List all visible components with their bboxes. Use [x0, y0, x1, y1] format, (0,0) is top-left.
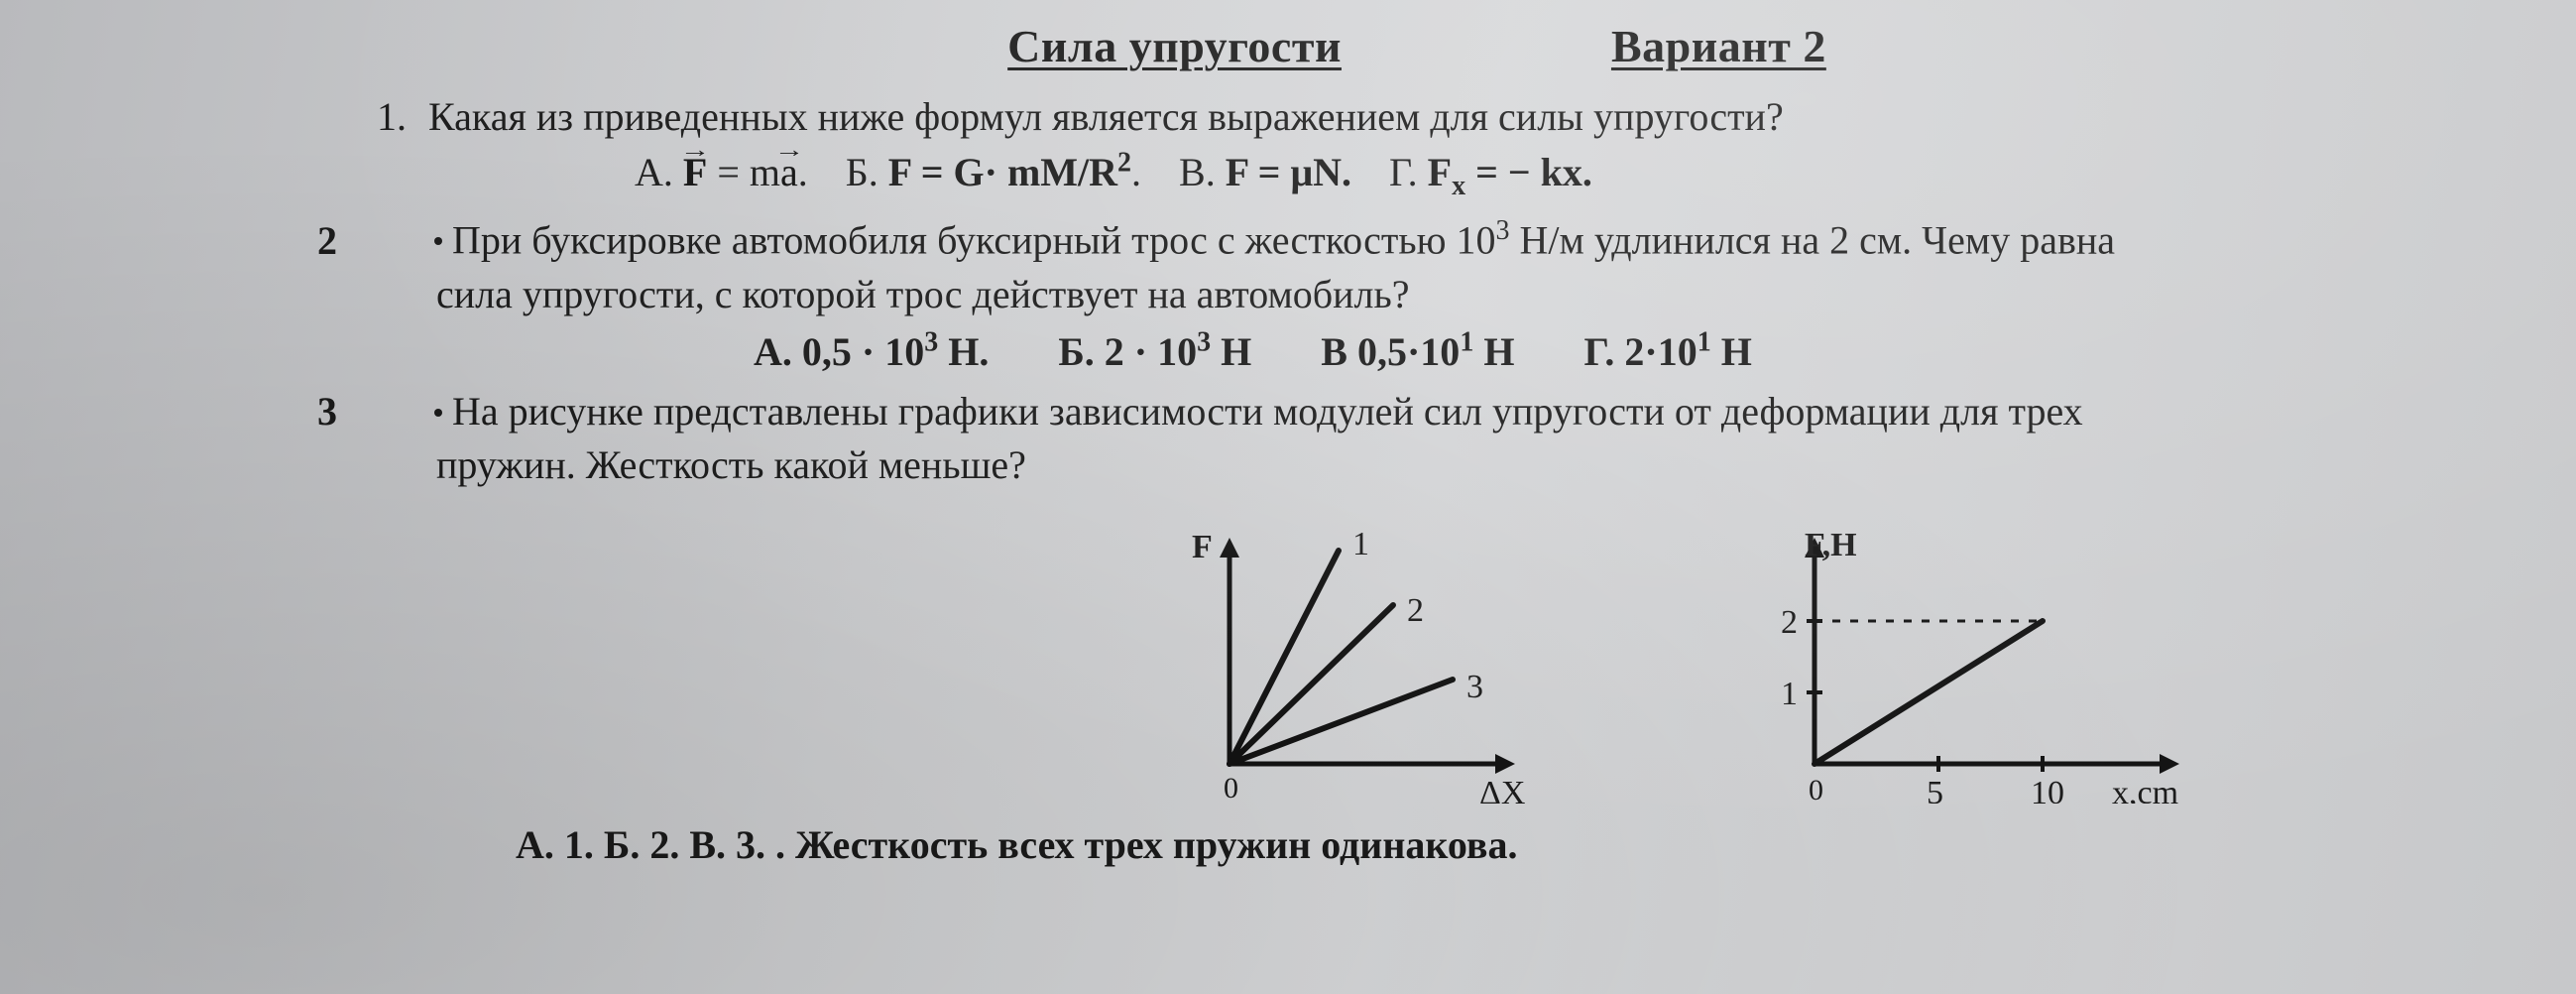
svg-text:3: 3 — [1466, 669, 1483, 705]
svg-text:1: 1 — [1781, 676, 1798, 712]
worksheet-page: Сила упругости Вариант 2 1.Какая из прив… — [0, 0, 2576, 994]
svg-text:F: F — [1192, 529, 1213, 565]
q1-text: Какая из приведенных ниже формул являетс… — [428, 94, 1784, 139]
q3-line1: На рисунке представлены графики зависимо… — [452, 389, 2083, 434]
q2-line1b: Н/м удлинился на 2 см. Чему равна — [1510, 218, 2116, 263]
svg-text:x,cm: x,cm — [2112, 775, 2178, 804]
q1-number: 1. — [377, 90, 428, 144]
q2-opt-a: А. 0,5 · 103 Н. — [754, 329, 989, 374]
svg-text:10: 10 — [2031, 775, 2064, 804]
svg-text:2: 2 — [1407, 592, 1424, 629]
svg-text:F,H: F,H — [1805, 527, 1857, 563]
question-1: 1.Какая из приведенных ниже формул являе… — [377, 90, 2457, 144]
q3-line2: пружин. Жесткость какой меньше? — [436, 442, 1026, 487]
title-right: Вариант 2 — [1611, 21, 1826, 71]
question-2: 2 При буксировке автомобиля буксирный тро… — [377, 212, 2457, 320]
q2-line1a: При буксировке автомобиля буксирный трос… — [452, 218, 1496, 263]
chart-right: F,H x,cm 0 1 2 5 10 — [1745, 526, 2201, 804]
q2-line2: сила упругости, с которой трос действует… — [436, 272, 1410, 316]
title-left: Сила упругости — [1007, 21, 1342, 71]
question-3: 3 На рисунке представлены графики зависим… — [377, 385, 2457, 492]
svg-text:0: 0 — [1224, 772, 1238, 804]
q2-opt-v: В 0,5·101 Н — [1321, 329, 1514, 374]
q3-answers: А. 1. Б. 2. В. 3. . Жесткость всех трех … — [516, 821, 2457, 868]
chart-left: F ΔX 0 1 2 3 — [1170, 526, 1527, 804]
q2-opt-b: Б. 2 · 103 Н — [1058, 329, 1251, 374]
svg-text:2: 2 — [1781, 604, 1798, 641]
q2-opt-g: Г. 2·101 Н — [1583, 329, 1751, 374]
q1-options: А. F = ma. Б. F = G· mM/R2. В. F = μN. Г… — [635, 148, 2457, 202]
q2-options: А. 0,5 · 103 Н. Б. 2 · 103 Н В 0,5·101 Н… — [754, 327, 2457, 375]
svg-text:1: 1 — [1352, 526, 1369, 562]
charts-row: F ΔX 0 1 2 3 F,H x,cm 0 1 2 5 10 — [1170, 526, 2457, 804]
q1-opt-v: В. F = μN. — [1179, 150, 1361, 194]
svg-text:5: 5 — [1927, 775, 1943, 804]
svg-text:0: 0 — [1809, 774, 1823, 804]
q1-opt-b: Б. F = G· mM/R2. — [846, 150, 1151, 194]
q2-number: 2 — [377, 214, 428, 268]
q1-opt-a: А. F = ma. — [635, 150, 818, 194]
q3-number: 3 — [377, 385, 428, 438]
svg-text:ΔX: ΔX — [1479, 775, 1525, 804]
title-row: Сила упругости Вариант 2 — [377, 20, 2457, 72]
q1-opt-g: Г. Fx = − kx. — [1389, 150, 1592, 194]
